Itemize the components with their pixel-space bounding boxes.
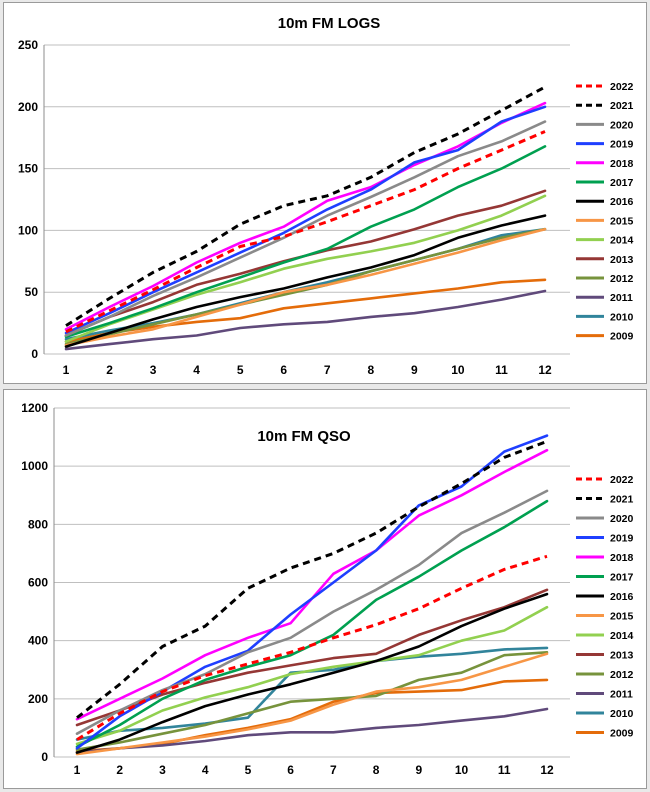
legend-label-2012: 2012 (610, 669, 634, 681)
series-line-2011 (64, 289, 547, 351)
x-tick-label: 4 (193, 363, 200, 377)
x-tick-label: 12 (540, 763, 554, 777)
legend-label-2015: 2015 (610, 215, 634, 227)
chart-title: 10m FM QSO (257, 428, 351, 445)
legend-label-2020: 2020 (610, 513, 634, 525)
legend-label-2016: 2016 (610, 196, 634, 208)
x-tick-label: 1 (63, 363, 70, 377)
series-line-2009 (75, 678, 549, 753)
x-tick-label: 2 (116, 763, 123, 777)
legend-label-2013: 2013 (610, 650, 634, 662)
x-tick-label: 6 (287, 763, 294, 777)
x-tick-label: 11 (498, 763, 511, 777)
x-tick-label: 3 (159, 763, 166, 777)
y-tick-label: 600 (28, 576, 48, 590)
y-tick-label: 0 (41, 750, 48, 764)
chart-title: 10m FM LOGS (278, 15, 381, 32)
x-tick-label: 2 (106, 363, 113, 377)
legend-label-2018: 2018 (610, 158, 634, 170)
legend-label-2017: 2017 (610, 177, 634, 189)
legend-label-2017: 2017 (610, 572, 634, 584)
x-tick-label: 5 (245, 763, 252, 777)
series-line-2018 (64, 101, 547, 331)
legend-label-2011: 2011 (610, 689, 633, 701)
series-line-2012 (75, 650, 549, 752)
y-tick-label: 200 (18, 100, 38, 114)
qso-chart-panel: 10m FM QSO 0 200 400 600 800 1000 1200 1 2 3 4 5 6 7 8… (3, 389, 647, 789)
y-tick-label: 250 (18, 38, 38, 52)
series-line-2021 (65, 85, 546, 327)
series-line-2021 (76, 439, 548, 719)
legend-label-2019: 2019 (610, 139, 634, 151)
series-line-2011 (75, 707, 549, 754)
x-tick-label: 4 (202, 763, 209, 777)
y-tick-label: 1200 (21, 401, 48, 415)
y-tick-label: 400 (28, 634, 48, 648)
legend-label-2010: 2010 (610, 708, 634, 720)
legend-label-2015: 2015 (610, 611, 634, 623)
x-tick-label: 12 (538, 363, 552, 377)
series-line-2015 (64, 227, 547, 347)
x-tick-label: 11 (495, 363, 508, 377)
legend-label-2021: 2021 (610, 100, 634, 112)
x-tick-label: 6 (280, 363, 287, 377)
series-line-2015 (75, 652, 549, 756)
logs-chart-panel: 10m FM LOGS 0 50 100 150 200 250 1 2 3 4 5 6 7 8 9 10 11… (3, 2, 647, 384)
legend-label-2018: 2018 (610, 552, 634, 564)
legend-label-2009: 2009 (610, 331, 634, 343)
legend-label-2014: 2014 (610, 630, 634, 642)
series-line-2013 (75, 588, 549, 727)
x-tick-label: 7 (330, 763, 337, 777)
legend-label-2011: 2011 (610, 292, 633, 304)
series-line-2022 (76, 554, 548, 741)
legend-label-2012: 2012 (610, 273, 634, 285)
legend-label-2013: 2013 (610, 254, 634, 266)
y-tick-label: 100 (18, 223, 38, 237)
x-tick-label: 5 (237, 363, 244, 377)
series-line-2022 (65, 130, 546, 334)
y-tick-label: 0 (31, 347, 38, 361)
y-tick-label: 1000 (21, 459, 48, 473)
series-line-2009 (64, 278, 547, 343)
x-tick-label: 8 (373, 763, 380, 777)
x-tick-label: 10 (451, 363, 465, 377)
y-tick-label: 800 (28, 517, 48, 531)
legend-label-2021: 2021 (610, 494, 634, 506)
legend-label-2022: 2022 (610, 81, 634, 93)
series-line-2016 (75, 592, 549, 754)
series-line-2017 (64, 145, 547, 339)
legend-label-2022: 2022 (610, 474, 634, 486)
x-tick-label: 1 (74, 763, 81, 777)
y-tick-label: 150 (18, 162, 38, 176)
series-line-2014 (64, 194, 547, 343)
x-tick-label: 9 (415, 763, 422, 777)
series-line-2014 (75, 605, 549, 746)
x-tick-label: 10 (455, 763, 469, 777)
x-tick-label: 3 (150, 363, 157, 377)
legend-label-2014: 2014 (610, 235, 634, 247)
legend-label-2016: 2016 (610, 591, 634, 603)
legend-label-2020: 2020 (610, 119, 634, 131)
y-tick-label: 50 (25, 285, 39, 299)
x-tick-label: 8 (367, 363, 374, 377)
legend-label-2010: 2010 (610, 311, 634, 323)
series-line-2020 (64, 120, 547, 337)
x-tick-label: 9 (411, 363, 418, 377)
x-tick-label: 7 (324, 363, 331, 377)
legend-label-2019: 2019 (610, 533, 634, 545)
series-line-2019 (64, 105, 547, 335)
y-tick-label: 200 (28, 692, 48, 706)
series-line-2016 (64, 214, 547, 348)
series-line-2020 (75, 489, 549, 736)
legend-label-2009: 2009 (610, 728, 634, 740)
